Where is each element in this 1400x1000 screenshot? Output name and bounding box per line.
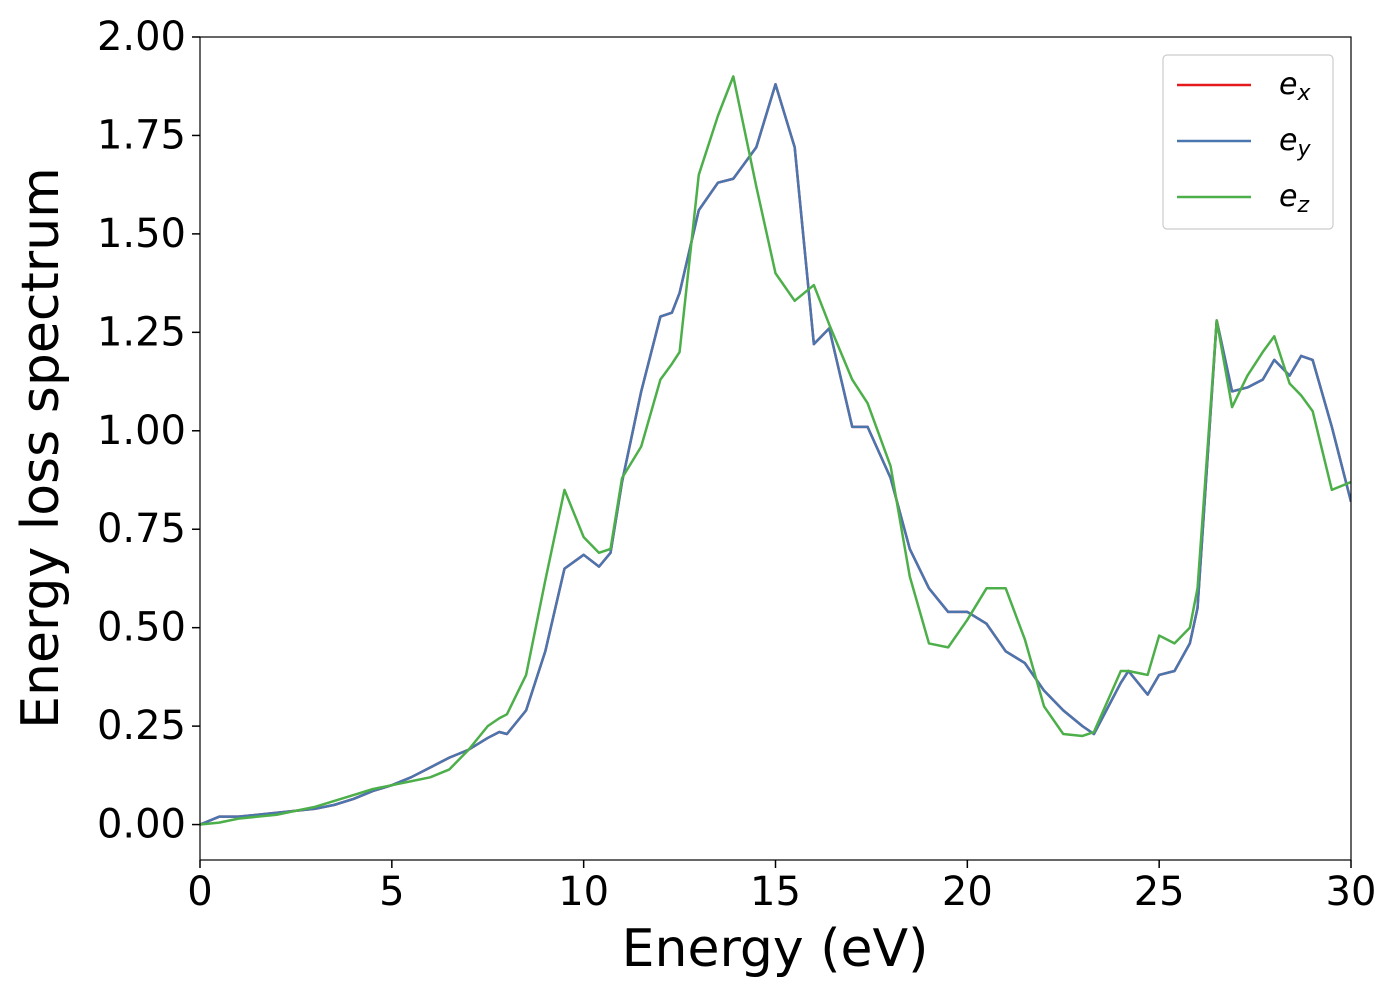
- x-tick-label: 20: [942, 869, 993, 915]
- y-tick-label: 0.50: [97, 605, 186, 651]
- plot-frame: [199, 36, 1352, 861]
- line-series: [200, 75, 1351, 826]
- x-tick-label: 0: [187, 869, 212, 915]
- x-tick-label: 25: [1134, 869, 1185, 915]
- y-tick-label: 0.00: [97, 802, 186, 848]
- x-tick-label: 15: [750, 869, 801, 915]
- y-axis-label: Energy loss spectrum: [11, 167, 71, 729]
- legend-label: ez: [1279, 179, 1309, 219]
- y-tick-label: 0.75: [97, 506, 186, 552]
- x-tick-label: 10: [558, 869, 609, 915]
- y-tick-label: 0.25: [97, 703, 186, 749]
- x-tick-label: 30: [1326, 869, 1377, 915]
- legend-label: ex: [1279, 67, 1311, 107]
- y-tick-label: 1.50: [97, 211, 186, 257]
- legend-label: ey: [1279, 123, 1311, 163]
- line-series: [200, 83, 1351, 826]
- x-tick-label: 5: [379, 869, 404, 915]
- y-tick-label: 1.25: [97, 309, 186, 355]
- x-axis-label: Energy (eV): [622, 919, 929, 979]
- y-tick-label: 1.75: [97, 112, 186, 158]
- y-tick-label: 1.00: [97, 408, 186, 454]
- y-tick-label: 2.00: [97, 14, 186, 60]
